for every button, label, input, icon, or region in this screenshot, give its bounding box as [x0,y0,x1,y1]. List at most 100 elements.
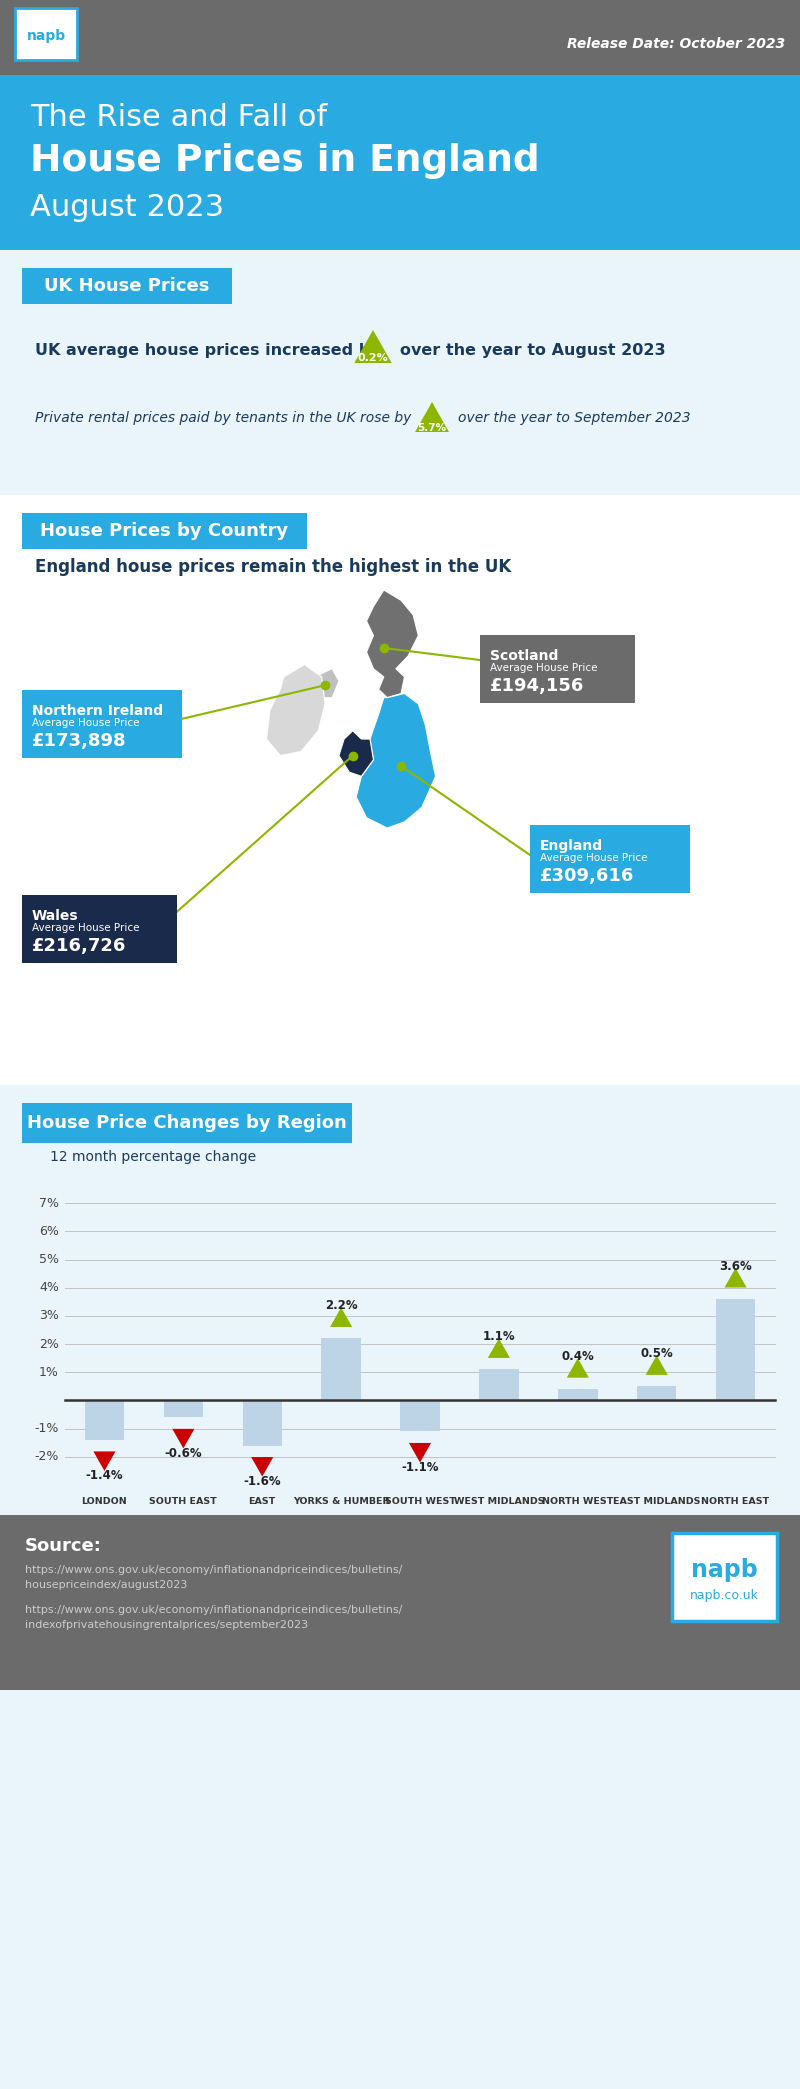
FancyBboxPatch shape [716,1299,755,1400]
Text: over the year to August 2023: over the year to August 2023 [400,343,666,357]
Text: housepriceindex/august2023: housepriceindex/august2023 [25,1579,187,1590]
Text: 2.2%: 2.2% [325,1299,358,1312]
Text: Average House Price: Average House Price [490,662,598,673]
Text: Average House Price: Average House Price [540,852,647,863]
Text: England house prices remain the highest in the UK: England house prices remain the highest … [35,558,511,577]
Text: https://www.ons.gov.uk/economy/inflationandpriceindices/bulletins/: https://www.ons.gov.uk/economy/inflation… [25,1565,402,1575]
Text: 5.7%: 5.7% [418,422,446,432]
FancyBboxPatch shape [0,495,800,1084]
Text: 1.1%: 1.1% [482,1331,515,1343]
Text: 3%: 3% [39,1310,59,1322]
Text: August 2023: August 2023 [30,192,224,221]
Text: 7%: 7% [39,1197,59,1210]
FancyBboxPatch shape [22,689,182,758]
Text: £173,898: £173,898 [32,731,126,750]
Text: 0.5%: 0.5% [640,1347,673,1360]
FancyBboxPatch shape [242,1400,282,1446]
Text: napb: napb [26,29,66,44]
Text: Release Date: October 2023: Release Date: October 2023 [567,38,785,50]
Polygon shape [339,731,374,777]
Polygon shape [266,664,325,756]
Text: -1.4%: -1.4% [86,1469,123,1483]
Text: Northern Ireland: Northern Ireland [32,704,163,719]
FancyBboxPatch shape [164,1400,203,1416]
Text: England: England [540,840,603,852]
FancyBboxPatch shape [672,1533,777,1621]
FancyBboxPatch shape [479,1370,518,1400]
Text: napb.co.uk: napb.co.uk [690,1588,758,1602]
Polygon shape [366,589,418,698]
Text: 6%: 6% [39,1224,59,1239]
Text: 0.4%: 0.4% [562,1349,594,1362]
FancyBboxPatch shape [480,635,635,704]
Text: 12 month percentage change: 12 month percentage change [50,1151,256,1164]
Polygon shape [356,694,435,827]
FancyBboxPatch shape [0,1515,800,1690]
Text: -2%: -2% [34,1450,59,1462]
Text: 1%: 1% [39,1366,59,1379]
Polygon shape [566,1358,589,1377]
Text: SOUTH EAST: SOUTH EAST [150,1498,218,1506]
Text: UK average house prices increased by: UK average house prices increased by [35,343,381,357]
Polygon shape [409,1443,431,1462]
Polygon shape [310,668,339,698]
Text: The Rise and Fall of: The Rise and Fall of [30,102,327,132]
FancyBboxPatch shape [637,1387,676,1400]
Text: Average House Price: Average House Price [32,923,139,934]
Text: House Prices in England: House Prices in England [30,142,540,180]
Polygon shape [725,1268,746,1287]
Polygon shape [354,330,392,363]
Polygon shape [488,1339,510,1358]
FancyBboxPatch shape [22,1103,352,1143]
FancyBboxPatch shape [322,1339,361,1400]
Text: EAST: EAST [249,1498,276,1506]
Text: £309,616: £309,616 [540,867,634,886]
FancyBboxPatch shape [400,1400,440,1431]
Polygon shape [172,1429,194,1448]
FancyBboxPatch shape [22,514,307,549]
Text: YORKS & HUMBER: YORKS & HUMBER [293,1498,390,1506]
Text: £194,156: £194,156 [490,677,584,696]
Text: over the year to September 2023: over the year to September 2023 [458,412,690,424]
Text: £216,726: £216,726 [32,938,126,955]
FancyBboxPatch shape [558,1389,598,1400]
Text: -1%: -1% [34,1423,59,1435]
Text: NORTH WEST: NORTH WEST [542,1498,614,1506]
Text: 5%: 5% [39,1253,59,1266]
Text: 4%: 4% [39,1281,59,1295]
Text: UK House Prices: UK House Prices [44,278,210,295]
Text: Average House Price: Average House Price [32,719,139,727]
Text: -1.1%: -1.1% [402,1460,438,1475]
Text: 0.2%: 0.2% [358,353,388,363]
Text: https://www.ons.gov.uk/economy/inflationandpriceindices/bulletins/: https://www.ons.gov.uk/economy/inflation… [25,1604,402,1615]
Text: 2%: 2% [39,1337,59,1352]
Text: WEST MIDLANDS: WEST MIDLANDS [454,1498,544,1506]
Text: -1.6%: -1.6% [243,1475,281,1487]
Text: House Price Changes by Region: House Price Changes by Region [27,1113,347,1132]
FancyBboxPatch shape [530,825,690,892]
Polygon shape [646,1356,668,1375]
FancyBboxPatch shape [0,1084,800,1515]
FancyBboxPatch shape [15,8,77,61]
FancyBboxPatch shape [22,267,232,305]
Polygon shape [330,1308,352,1327]
Text: NORTH EAST: NORTH EAST [702,1498,770,1506]
Text: napb: napb [690,1558,758,1581]
FancyBboxPatch shape [0,0,800,75]
Text: EAST MIDLANDS: EAST MIDLANDS [613,1498,700,1506]
Text: Scotland: Scotland [490,650,558,662]
Text: Wales: Wales [32,909,78,923]
Polygon shape [251,1456,274,1477]
FancyBboxPatch shape [0,75,800,251]
Text: -0.6%: -0.6% [165,1448,202,1460]
Text: indexofprivatehousingrentalprices/september2023: indexofprivatehousingrentalprices/septem… [25,1619,308,1629]
Text: SOUTH WEST: SOUTH WEST [385,1498,455,1506]
Polygon shape [94,1452,115,1471]
FancyBboxPatch shape [0,251,800,495]
Text: LONDON: LONDON [82,1498,127,1506]
Text: House Prices by Country: House Prices by Country [40,522,288,539]
Polygon shape [415,401,449,432]
FancyBboxPatch shape [85,1400,124,1439]
Text: 3.6%: 3.6% [719,1260,752,1272]
Text: Source:: Source: [25,1538,102,1554]
